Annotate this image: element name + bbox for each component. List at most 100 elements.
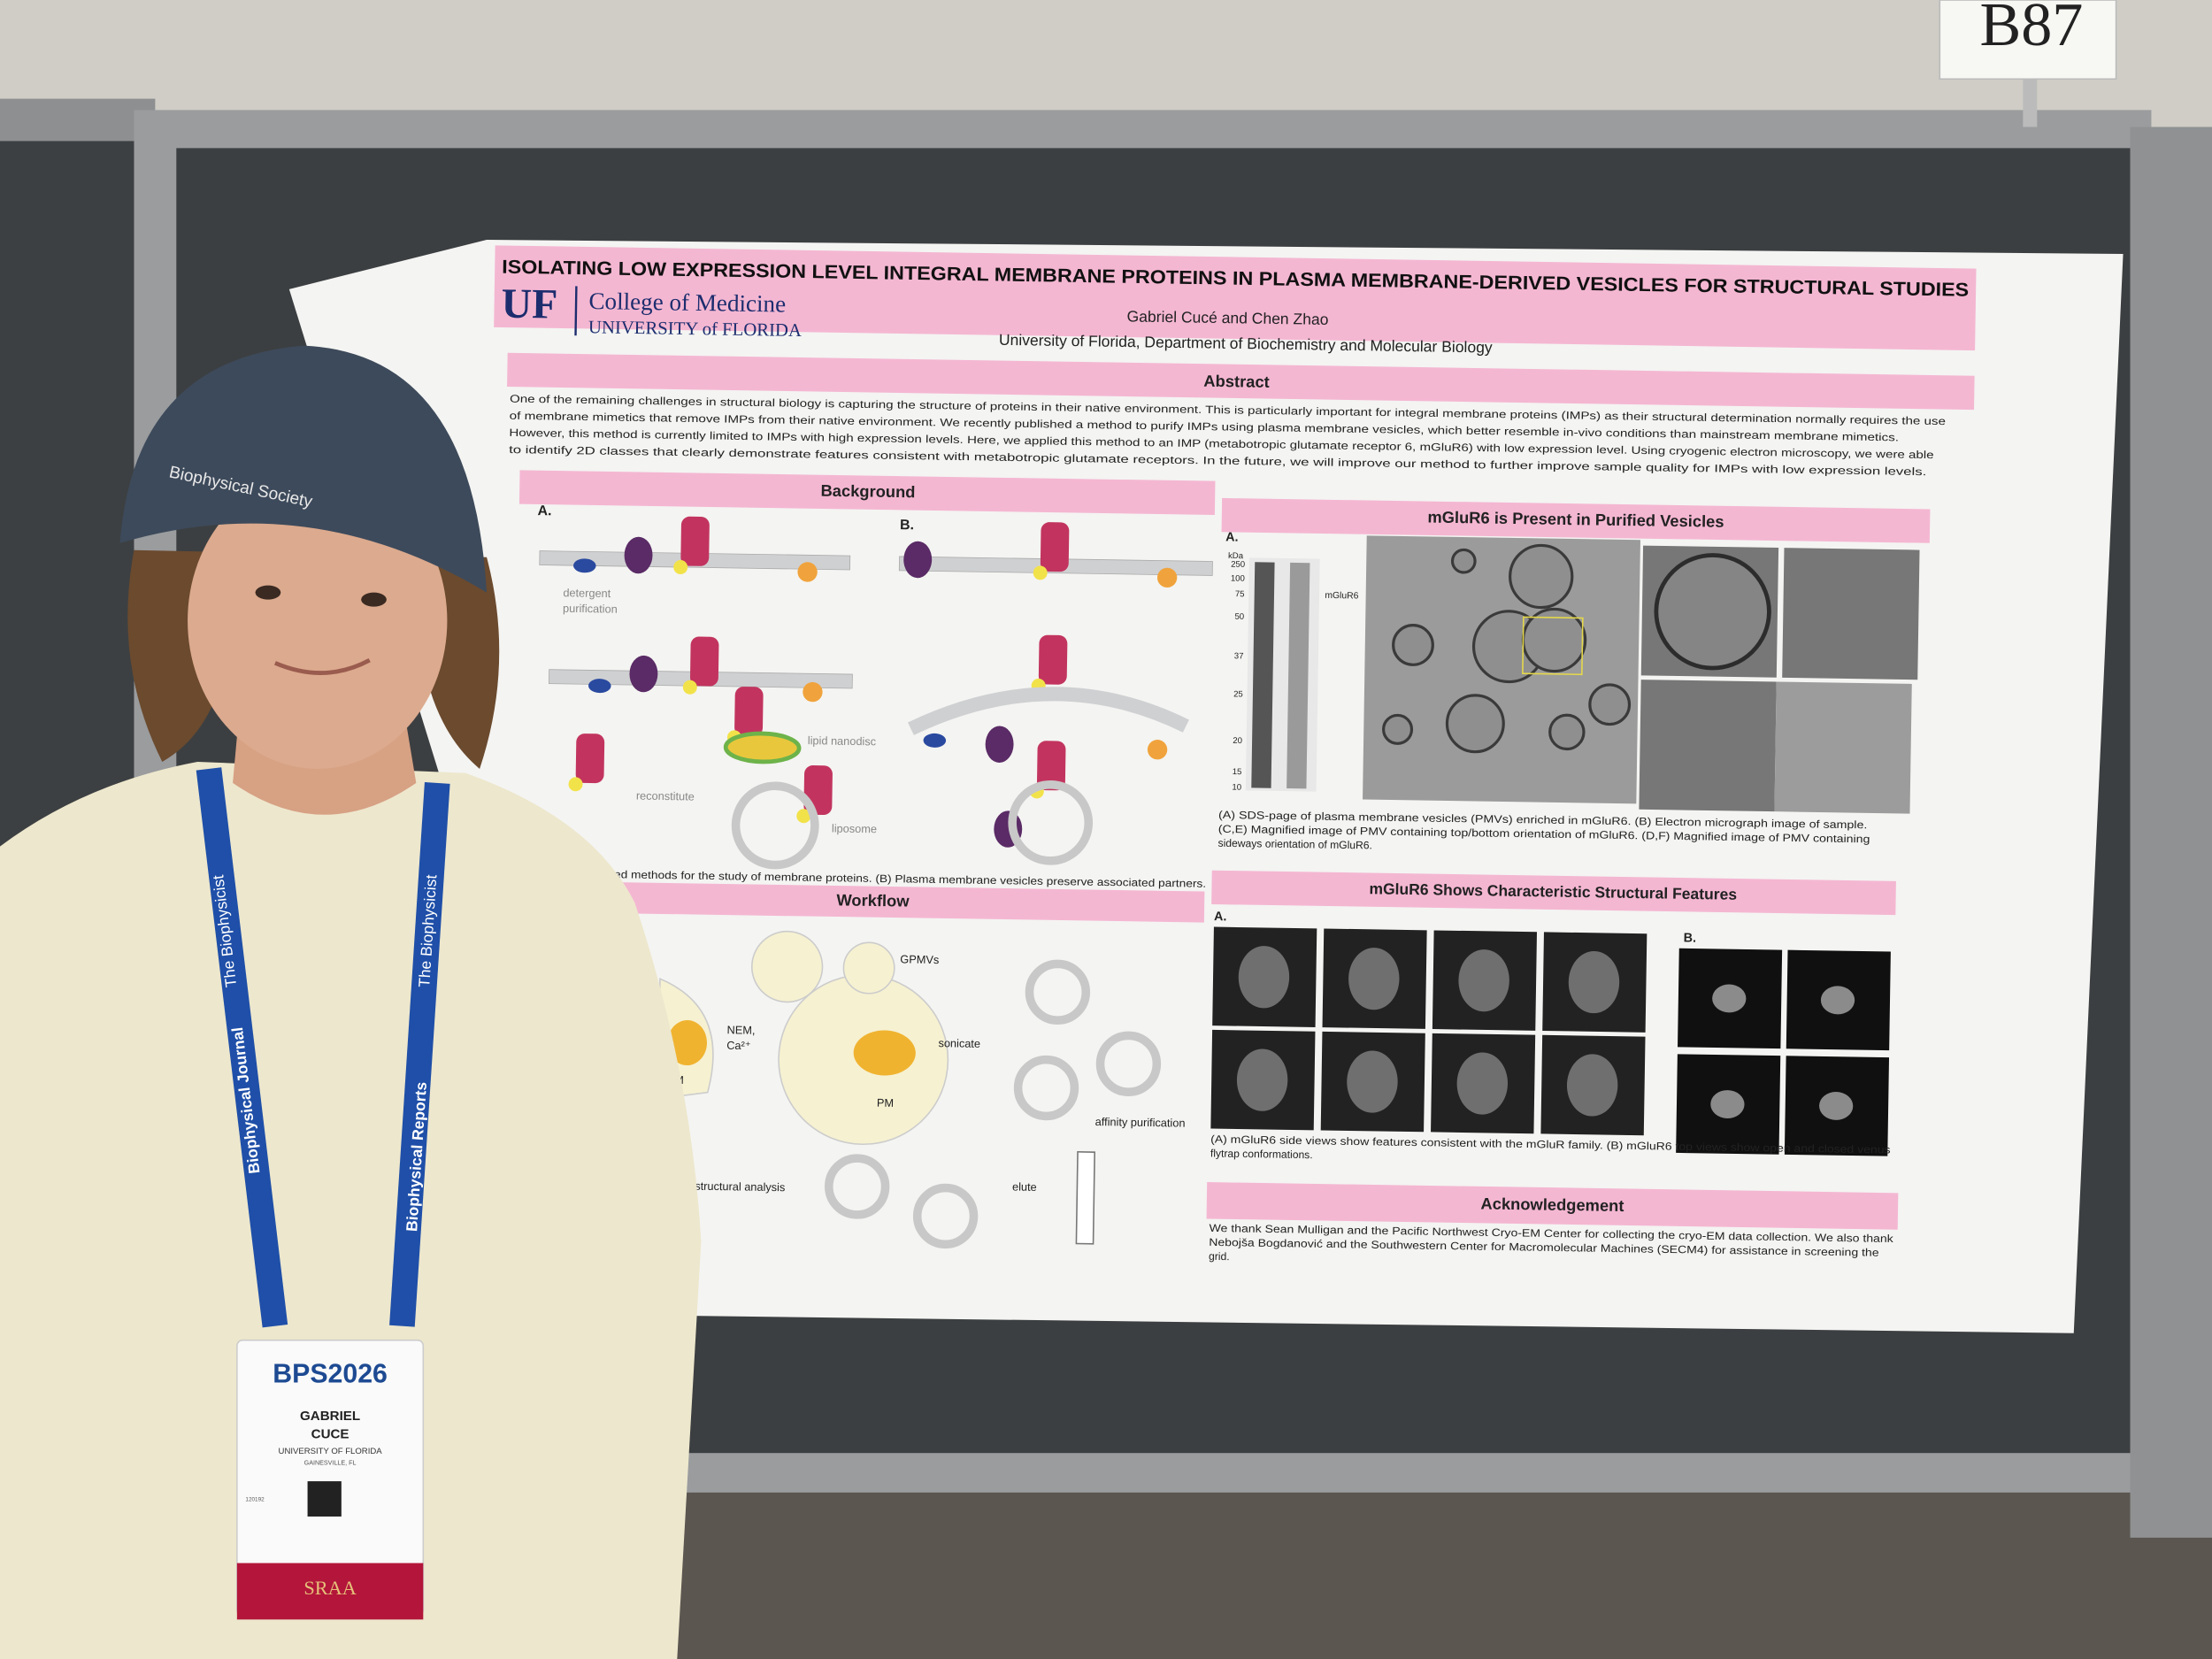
micrograph-vesicle bbox=[1654, 553, 1771, 671]
protein bbox=[1040, 522, 1070, 572]
gel-ladder-label: 15 bbox=[1233, 767, 1242, 777]
cell bbox=[842, 941, 895, 995]
lanyard-ribbon bbox=[196, 767, 288, 1328]
hexagon-protein bbox=[797, 562, 818, 582]
eye bbox=[361, 592, 387, 607]
protein bbox=[1038, 634, 1068, 685]
protein-bead bbox=[568, 777, 583, 792]
figure-label: sonicate bbox=[938, 1036, 980, 1050]
structure-band bbox=[1211, 870, 1896, 916]
figure-label: affinity purification bbox=[1095, 1115, 1186, 1130]
gel-ladder-label: 75 bbox=[1235, 589, 1245, 599]
badge-institution: UNIVERSITY OF FLORIDA bbox=[279, 1447, 383, 1456]
vesicle bbox=[1025, 959, 1091, 1025]
sign-post bbox=[2023, 77, 2038, 127]
small-protein bbox=[573, 558, 596, 573]
class-density bbox=[1820, 986, 1855, 1015]
badge-first-name: GABRIEL bbox=[300, 1409, 360, 1424]
vesicle bbox=[912, 1183, 979, 1249]
gel-ladder-label: 50 bbox=[1234, 612, 1244, 622]
vesicle bbox=[1095, 1031, 1162, 1096]
nucleus bbox=[853, 1030, 916, 1076]
figure-label: liposome bbox=[832, 821, 877, 835]
class-density bbox=[1456, 1052, 1509, 1115]
micrograph-vesicle bbox=[1445, 694, 1505, 754]
figure-label: detergent bbox=[563, 586, 611, 600]
partner-protein bbox=[629, 655, 658, 693]
figure-label: NEM, bbox=[726, 1023, 755, 1036]
acknowledgement-line: grid. bbox=[1209, 1250, 1230, 1263]
protein-bead bbox=[673, 560, 688, 574]
micrograph-zoom bbox=[1782, 548, 1920, 680]
protein bbox=[734, 687, 764, 737]
panel-label: B. bbox=[900, 518, 914, 533]
right-board-frame bbox=[2130, 127, 2212, 1538]
gel-ladder-label: 37 bbox=[1234, 651, 1244, 661]
face bbox=[188, 472, 448, 769]
micrograph-vesicle bbox=[1382, 713, 1414, 745]
vesicles-band bbox=[1221, 497, 1931, 543]
cell bbox=[751, 930, 824, 1003]
hexagon-protein bbox=[803, 681, 823, 703]
protein-bead bbox=[682, 680, 697, 695]
gel-ladder: 250 100 75 50 37 25 20 15 10 bbox=[1231, 560, 1245, 793]
panel-label: B. bbox=[1684, 931, 1697, 945]
logo-line2: UNIVERSITY of FLORIDA bbox=[588, 318, 802, 341]
badge-last-name: CUCE bbox=[311, 1426, 349, 1441]
abstract-band bbox=[507, 352, 1975, 411]
panel-label: A. bbox=[1214, 910, 1227, 924]
figure-label: PM bbox=[877, 1096, 894, 1110]
class-density bbox=[1712, 984, 1747, 1013]
curved-membrane bbox=[907, 687, 1189, 735]
vesicles-caption: sideways orientation of mGluR6. bbox=[1218, 837, 1373, 852]
workflow-heading: Workflow bbox=[836, 890, 910, 910]
vesicles-heading: mGluR6 is Present in Purified Vesicles bbox=[1427, 508, 1724, 531]
authors: Gabriel Cucé and Chen Zhao bbox=[1126, 307, 1328, 328]
person: Biophysical Society Biophysical Journal … bbox=[0, 345, 702, 1659]
eye bbox=[255, 585, 281, 600]
gel-lane bbox=[1251, 562, 1275, 788]
booth-sign bbox=[1939, 0, 2117, 81]
protein bbox=[575, 733, 605, 784]
logo-divider bbox=[574, 286, 578, 336]
micrograph-vesicle bbox=[1450, 548, 1477, 574]
workflow-band bbox=[618, 882, 1205, 923]
background-band bbox=[518, 470, 1216, 515]
figure-label: GPMVs bbox=[900, 952, 939, 966]
micrograph-zoom bbox=[1639, 680, 1777, 812]
beanie bbox=[119, 345, 488, 593]
acknowledgement-band bbox=[1206, 1182, 1899, 1230]
abstract-heading: Abstract bbox=[1203, 372, 1270, 391]
class-density bbox=[1238, 946, 1290, 1009]
vesicle bbox=[1013, 1055, 1079, 1121]
gel-unit: kDa bbox=[1228, 551, 1244, 561]
class-density bbox=[1236, 1048, 1288, 1111]
hexagon-protein bbox=[1147, 740, 1168, 760]
micrograph-vesicle bbox=[1548, 713, 1586, 751]
class-density bbox=[1566, 1054, 1618, 1117]
gel-ladder-label: 10 bbox=[1232, 783, 1241, 793]
micrograph-zoom bbox=[1774, 681, 1912, 814]
booth-number: B87 bbox=[1979, 0, 2083, 59]
badge-id: 120192 bbox=[245, 1497, 265, 1503]
gel-ladder-label: 20 bbox=[1233, 736, 1242, 746]
class-density bbox=[1710, 1090, 1745, 1118]
badge-ribbon bbox=[236, 1563, 424, 1620]
background-heading: Background bbox=[820, 481, 915, 502]
gel-ladder-label: 100 bbox=[1231, 574, 1245, 584]
micrograph-vesicle bbox=[1509, 543, 1574, 610]
panel-label: A. bbox=[537, 503, 551, 518]
mouth bbox=[273, 658, 371, 675]
micrograph-vesicle bbox=[1392, 624, 1434, 666]
hexagon-protein bbox=[1156, 567, 1178, 588]
class-density bbox=[1348, 948, 1400, 1010]
micrograph-vesicle bbox=[1588, 683, 1632, 726]
gel-band-label: mGluR6 bbox=[1325, 591, 1358, 602]
figure-label: elute bbox=[1012, 1180, 1037, 1194]
protein bbox=[680, 516, 710, 566]
badge-location: GAINESVILLE, FL bbox=[304, 1459, 357, 1466]
badge-qr bbox=[307, 1481, 342, 1517]
protein-bead bbox=[796, 809, 811, 824]
